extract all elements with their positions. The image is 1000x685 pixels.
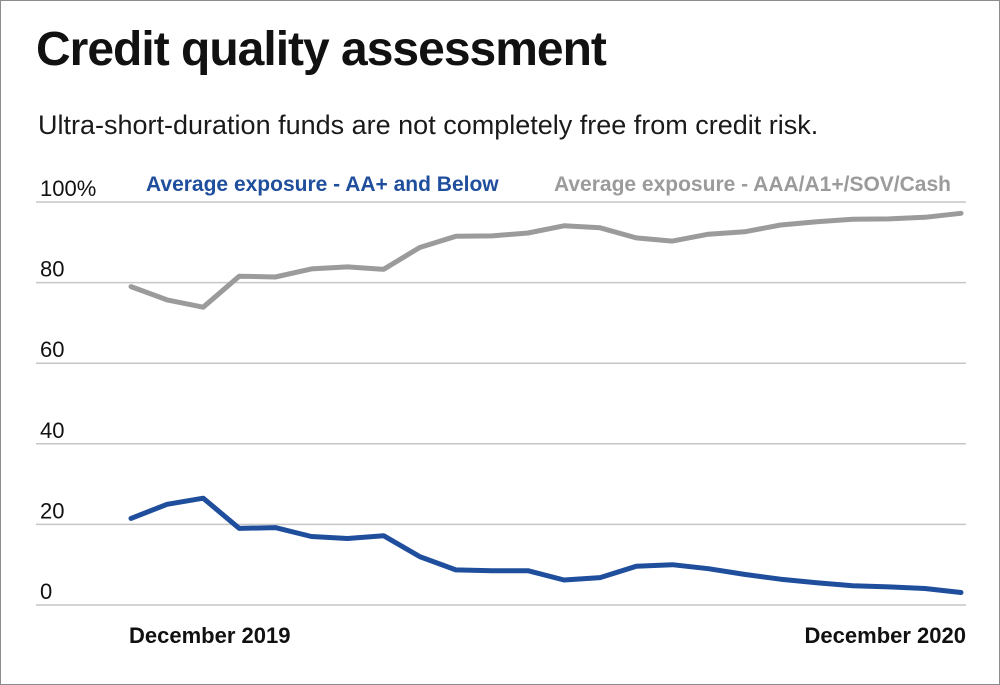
y-tick-label: 40 <box>40 418 64 443</box>
y-axis-tick-labels: 100% 80 60 40 20 0 <box>40 176 96 604</box>
x-axis-tick-labels: December 2019 December 2020 <box>129 623 966 648</box>
chart-subtitle: Ultra-short-duration funds are not compl… <box>38 110 819 140</box>
y-tick-label: 80 <box>40 257 64 282</box>
series-line-0 <box>128 495 964 595</box>
y-tick-label: 60 <box>40 337 64 362</box>
y-tick-label: 100% <box>40 176 96 201</box>
legend-entry-aa-and-below: Average exposure - AA+ and Below <box>146 173 499 196</box>
y-tick-label: 0 <box>40 579 52 604</box>
chart-title: Credit quality assessment <box>36 23 607 76</box>
y-tick-label: 20 <box>40 498 64 523</box>
x-tick-label: December 2019 <box>129 623 290 648</box>
legend: Average exposure - AA+ and Below Average … <box>146 173 951 196</box>
x-tick-label: December 2020 <box>805 623 966 648</box>
series-lines <box>128 210 964 595</box>
gridlines <box>36 201 966 606</box>
series-line-1 <box>128 210 964 310</box>
legend-entry-aaa-sov-cash: Average exposure - AAA/A1+/SOV/Cash <box>554 173 951 196</box>
